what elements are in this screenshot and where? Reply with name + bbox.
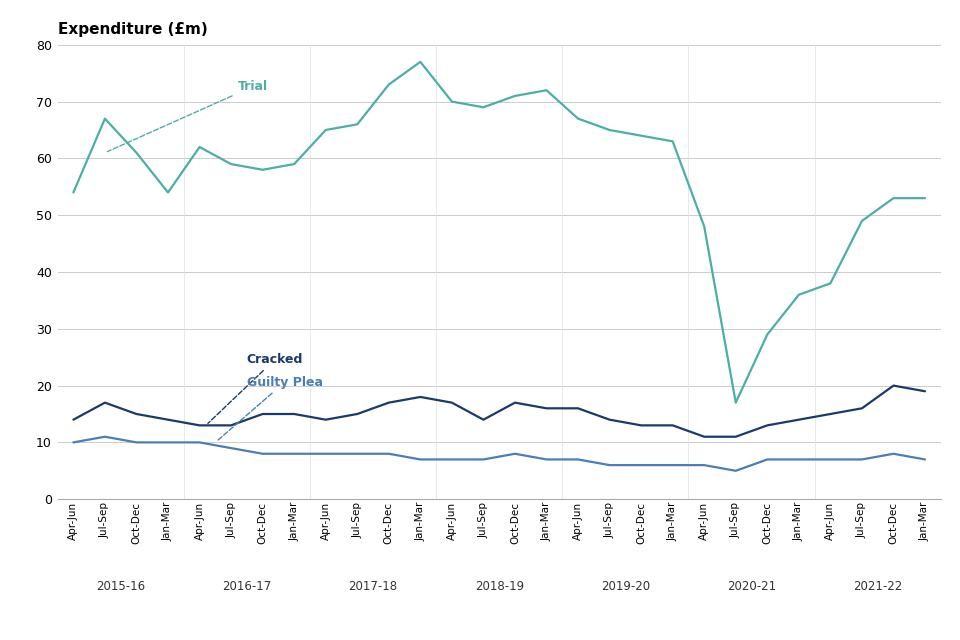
Text: 2021-22: 2021-22 (853, 580, 902, 593)
Text: Cracked: Cracked (208, 353, 303, 424)
Text: Guilty Plea: Guilty Plea (217, 376, 323, 440)
Text: 2017-18: 2017-18 (348, 580, 397, 593)
Text: 2019-20: 2019-20 (601, 580, 650, 593)
Text: 2016-17: 2016-17 (222, 580, 272, 593)
Text: 2018-19: 2018-19 (474, 580, 524, 593)
Text: 2020-21: 2020-21 (727, 580, 776, 593)
Text: Expenditure (£m): Expenditure (£m) (58, 22, 207, 36)
Text: Trial: Trial (108, 80, 268, 152)
Text: 2015-16: 2015-16 (96, 580, 145, 593)
